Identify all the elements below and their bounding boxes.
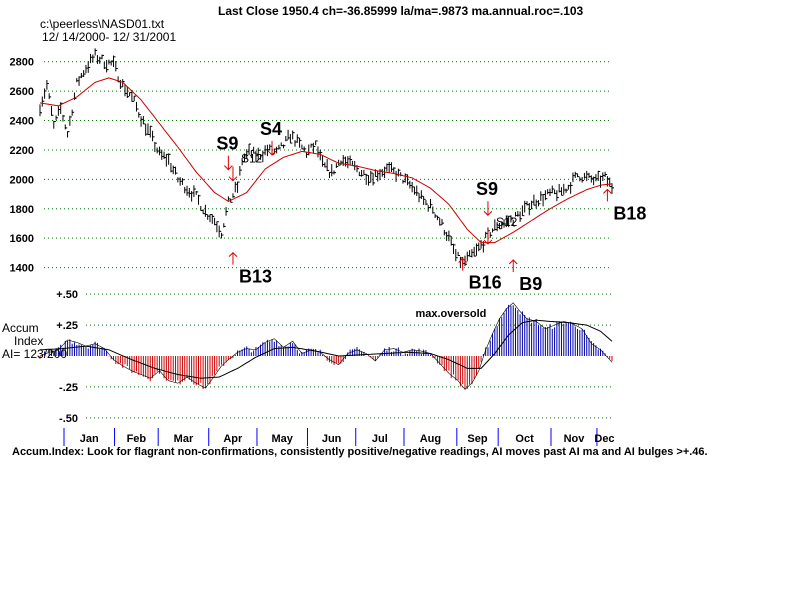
ai-tick-label: +.25 [56, 320, 78, 332]
month-label-sep: Sep [467, 433, 487, 445]
chart-title: Last Close 1950.4 ch=-36.85999 la/ma=.98… [218, 4, 584, 18]
price-tick-label: 2400 [10, 116, 34, 128]
signal-arrow-head [458, 257, 468, 263]
month-axis: Jan Feb Mar Apr May Jun Jul Aug Sep Oct Nov Dec [63, 428, 615, 446]
ai-tick-label: -.50 [59, 413, 78, 425]
month-label-may: May [272, 433, 294, 445]
ai-line [39, 302, 613, 390]
signal-arrow-head [483, 239, 493, 245]
month-label-oct: Oct [515, 433, 534, 445]
month-label-jan: Jan [80, 433, 99, 445]
accum-index-panel [39, 302, 613, 390]
footer-note: Accum.Index: Look for flagrant non-confi… [12, 446, 708, 458]
ai-tick-label: -.25 [59, 382, 78, 394]
price-tick-label: 1800 [10, 204, 34, 216]
month-label-apr: Apr [223, 433, 243, 445]
price-tick-label: 2600 [10, 86, 34, 98]
ai-tick-label: +.50 [56, 289, 78, 301]
signal-arrow-head [228, 176, 238, 182]
price-tick-label: 1600 [10, 233, 34, 245]
date-range: 12/ 14/2000- 12/ 31/2001 [42, 30, 177, 44]
signal-label-s4: S4 [260, 119, 282, 139]
ai-value-label: AI= 123/200 [2, 347, 68, 361]
ai-ma-line [39, 319, 613, 379]
signal-arrow-head [224, 165, 233, 171]
signal-label-b16: B16 [469, 273, 502, 293]
signal-arrow-head [267, 150, 277, 156]
accum-label: Accum [2, 321, 39, 335]
month-label-aug: Aug [420, 433, 441, 445]
signal-arrow-head [603, 188, 612, 194]
gridlines: 1400 1600 1800 2000 2200 2400 2600 2800 +.50 +.25… [10, 57, 612, 425]
signal-label-b18: B18 [613, 203, 646, 223]
signal-label-b9: B9 [519, 274, 542, 294]
price-tick-label: 2200 [10, 145, 34, 157]
signal-label-s9: S9 [216, 134, 238, 154]
signal-label-s12: S12 [496, 215, 518, 229]
month-label-dec: Dec [594, 433, 614, 445]
month-label-jun: Jun [322, 433, 342, 445]
signal-arrow-head [483, 210, 493, 216]
index-label: Index [14, 334, 44, 348]
signal-label-s12: S12 [241, 152, 263, 166]
month-label-jul: Jul [372, 433, 388, 445]
month-label-mar: Mar [174, 433, 194, 445]
price-tick-label: 2000 [10, 174, 34, 186]
file-path: c:\peerless\NASD01.txt [40, 17, 165, 31]
signal-arrow-head [508, 259, 518, 265]
price-tick-label: 2800 [10, 57, 34, 69]
price-ma-line [39, 77, 613, 244]
signal-label-b13: B13 [239, 267, 272, 287]
price-tick-label: 1400 [10, 263, 34, 275]
signal-arrow-head [228, 251, 238, 258]
signal-label-s9: S9 [476, 179, 498, 199]
price-panel [39, 48, 614, 269]
month-label-nov: Nov [564, 433, 586, 445]
signal-label-max-oversold: max.oversold [415, 308, 486, 320]
month-label-feb: Feb [127, 433, 147, 445]
